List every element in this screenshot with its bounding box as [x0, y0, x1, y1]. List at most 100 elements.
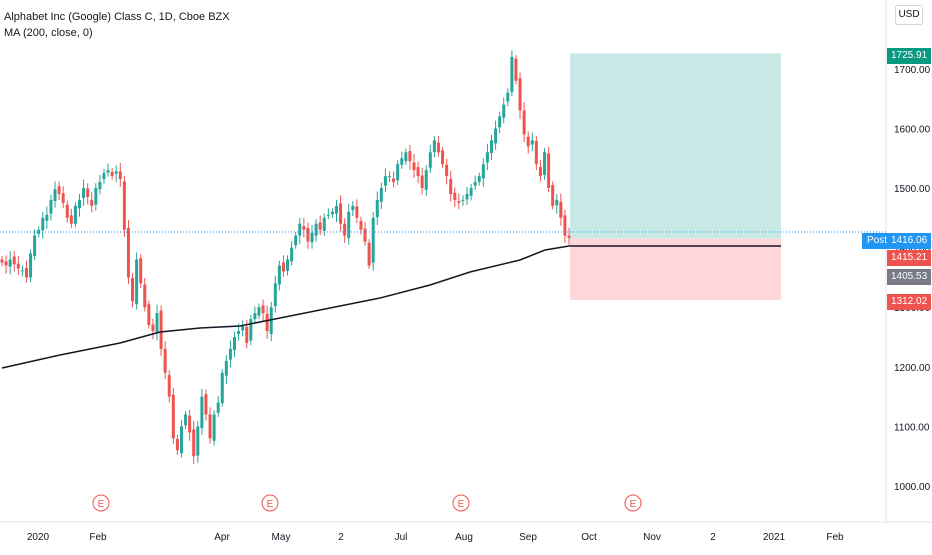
- price-tick-label: 1100.00: [894, 422, 930, 433]
- candle-body: [33, 235, 37, 256]
- candle-body: [326, 214, 330, 216]
- candle-body: [330, 211, 334, 215]
- stop-price-tag: 1312.02: [887, 294, 932, 310]
- candle-body: [526, 136, 530, 147]
- candle-body: [57, 186, 61, 194]
- candle-body: [359, 220, 363, 230]
- candle-body: [220, 372, 224, 404]
- candle-body: [424, 170, 428, 190]
- price-tick-label: 1200.00: [894, 363, 931, 374]
- candle-body: [20, 270, 24, 272]
- candle-body: [469, 188, 473, 196]
- candle-body: [449, 179, 453, 194]
- candle-body: [363, 228, 367, 242]
- post-market-label: Post: [862, 233, 893, 249]
- candle-body: [485, 152, 489, 163]
- candle-body: [514, 58, 518, 81]
- candle-body: [245, 326, 249, 343]
- candle-body: [522, 110, 526, 135]
- candle-body: [143, 284, 147, 308]
- candle-body: [371, 217, 375, 263]
- candle-body: [302, 226, 306, 230]
- candle-body: [53, 189, 57, 202]
- time-tick-label: Oct: [581, 532, 597, 543]
- candle-body: [65, 204, 69, 218]
- candle-body: [126, 227, 130, 278]
- candle-body: [139, 258, 143, 284]
- time-axis[interactable]: 2020 Feb Apr May 2 Jul Aug Sep Oct Nov 2 2021 Feb: [27, 532, 844, 543]
- candle-body: [86, 188, 90, 197]
- candle-body: [551, 185, 555, 206]
- candle-body: [106, 170, 110, 173]
- candle-body: [69, 215, 73, 224]
- symbol-title[interactable]: Alphabet Inc (Google) Class C, 1D, Cboe …: [4, 11, 230, 23]
- candle-body: [135, 259, 139, 305]
- candle-body: [277, 265, 281, 285]
- candle-body: [188, 415, 192, 433]
- earnings-marker[interactable]: [261, 494, 279, 512]
- candle-body: [473, 182, 477, 186]
- entry-price-tag: 1415.21: [887, 250, 932, 266]
- candle-body: [441, 150, 445, 165]
- candle-body: [273, 283, 277, 307]
- candle-body: [322, 217, 326, 231]
- candle-body: [208, 414, 212, 439]
- time-tick-label: Apr: [214, 532, 230, 543]
- candle-body: [0, 259, 4, 263]
- candle-body: [432, 140, 436, 153]
- candle-body: [306, 227, 310, 242]
- candle-body: [192, 429, 196, 457]
- candle-body: [510, 56, 514, 93]
- candle-body: [253, 313, 257, 320]
- time-tick-label: Nov: [643, 532, 661, 543]
- candle-body: [155, 313, 159, 333]
- candle-body: [163, 348, 167, 373]
- candle-body: [29, 253, 33, 278]
- candle-body: [212, 414, 216, 441]
- candle-body: [453, 192, 457, 200]
- candle-body: [131, 277, 135, 302]
- earnings-marker[interactable]: [452, 494, 470, 512]
- candle-body: [286, 259, 290, 271]
- candle-body: [171, 394, 175, 439]
- candle-body: [8, 259, 12, 267]
- candle-body: [310, 232, 314, 243]
- candle-body: [318, 222, 322, 230]
- candle-body: [49, 199, 53, 214]
- candle-body: [498, 116, 502, 128]
- candle-body: [538, 167, 542, 177]
- candle-body: [298, 223, 302, 236]
- earnings-marker[interactable]: [624, 494, 642, 512]
- chart-legend: Alphabet Inc (Google) Class C, 1D, Cboe …: [4, 9, 230, 41]
- candle-body: [375, 199, 379, 218]
- currency-button[interactable]: USD: [895, 5, 923, 25]
- candle-body: [281, 262, 285, 272]
- candle-body: [502, 104, 506, 118]
- candle-body: [228, 348, 232, 360]
- indicator-title[interactable]: MA (200, close, 0): [4, 27, 93, 39]
- profit-target-zone[interactable]: [570, 53, 781, 239]
- time-tick-label: Aug: [455, 532, 473, 543]
- candle-body: [530, 140, 534, 145]
- earnings-marker[interactable]: [92, 494, 110, 512]
- candle-body: [559, 201, 563, 218]
- candle-body: [416, 167, 420, 177]
- candle-body: [98, 182, 102, 190]
- candle-body: [224, 360, 228, 376]
- candle-body: [24, 267, 28, 278]
- candle-body: [481, 164, 485, 179]
- candle-body: [269, 307, 273, 335]
- candle-body: [379, 188, 383, 202]
- ma-value-tag: 1405.53: [887, 269, 932, 285]
- candle-body: [114, 171, 118, 174]
- candle-body: [543, 152, 547, 175]
- candle-body: [73, 205, 77, 224]
- candle-body: [167, 375, 171, 397]
- candle-body: [237, 331, 241, 335]
- candle-body: [351, 205, 355, 211]
- candle-body: [465, 193, 469, 200]
- stop-loss-zone[interactable]: [570, 238, 781, 301]
- candle-body: [388, 176, 392, 178]
